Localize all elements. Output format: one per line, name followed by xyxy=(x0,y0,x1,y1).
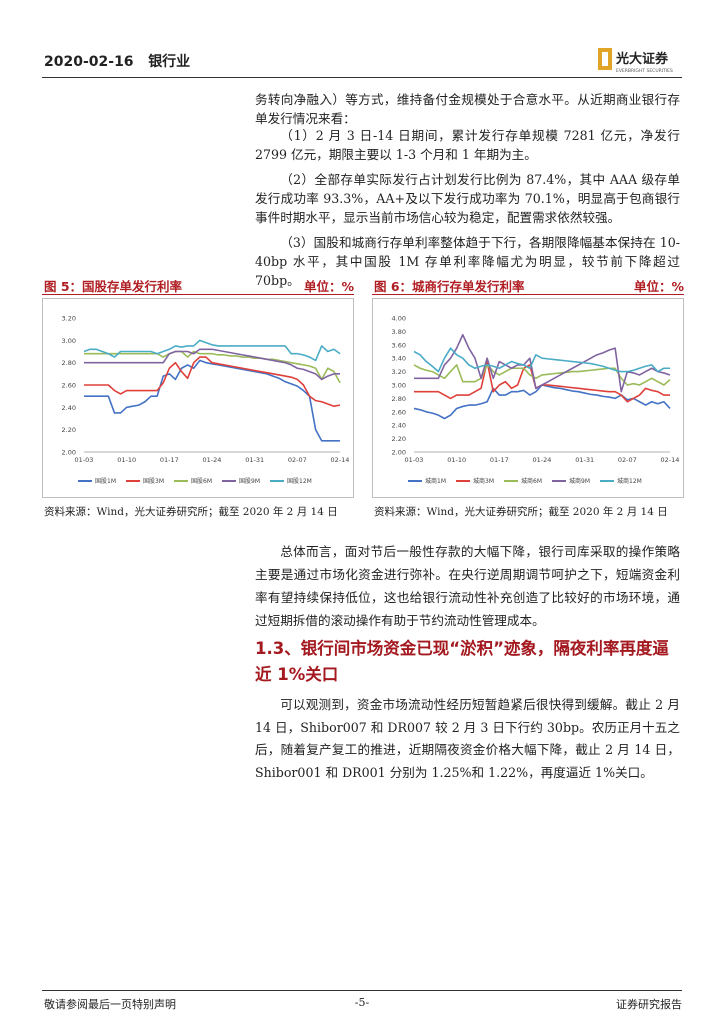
x-tick-label: 02-14 xyxy=(661,456,680,464)
paragraph: （2）全部存单实际发行占计划发行比例为 87.4%，其中 AAA 级存单发行成功… xyxy=(255,172,680,225)
chart: 2.00 2.20 2.40 2.60 2.80 3.00 3.20 3.40 3.60 3.80… xyxy=(372,298,684,498)
legend-label: 国股1M xyxy=(95,478,116,485)
figure-rule xyxy=(372,294,684,295)
logo: 光大证券 EVERBRIGHT SECURITIES xyxy=(598,48,673,74)
y-tick-label: 2.80 xyxy=(62,359,76,367)
figure-unit: 单位：% xyxy=(303,279,354,294)
footer-page: -5- xyxy=(354,996,370,1009)
series-line xyxy=(413,364,671,386)
x-tick-label: 01-10 xyxy=(117,456,136,464)
x-tick-label: 01-03 xyxy=(75,456,94,464)
series-line xyxy=(414,333,671,393)
y-tick-label: 3.00 xyxy=(62,337,76,345)
series-line xyxy=(84,356,341,408)
figure-source: 资料来源：Wind，光大证券研究所；截至 2020 年 2 月 14 日 xyxy=(44,506,338,518)
paragraph: （1）2 月 3 日-14 日期间，累计发行存单规模 7281 亿元，净发行 2… xyxy=(255,128,680,162)
y-tick-label: 2.60 xyxy=(392,408,406,416)
series-line xyxy=(84,350,341,384)
y-tick-label: 3.80 xyxy=(392,328,406,336)
y-tick-label: 3.40 xyxy=(392,355,406,363)
legend-label: 国股9M xyxy=(239,478,260,485)
legend-label: 城商3M xyxy=(473,477,494,485)
legend-label: 城商9M xyxy=(569,477,590,485)
figure-title: 图 5：国股存单发行利率 xyxy=(44,279,183,294)
header-left: 2020-02-16 银行业 xyxy=(44,51,190,71)
y-tick-label: 4.00 xyxy=(392,315,406,323)
x-tick-label: 01-17 xyxy=(490,456,509,464)
legend-label: 城商6M xyxy=(521,477,542,485)
y-tick-label: 2.00 xyxy=(392,449,406,457)
figure-unit: 单位：% xyxy=(633,279,684,294)
y-tick-label: 2.20 xyxy=(392,435,406,443)
series-line xyxy=(83,339,341,362)
y-tick-label: 3.20 xyxy=(62,315,76,323)
series-line xyxy=(84,348,340,381)
x-tick-label: 02-07 xyxy=(618,456,637,464)
x-tick-label: 01-24 xyxy=(533,456,552,464)
x-tick-label: 01-03 xyxy=(405,456,424,464)
logo-icon-inner xyxy=(602,52,608,66)
y-tick-label: 3.60 xyxy=(392,341,406,349)
x-tick-label: 01-24 xyxy=(203,456,222,464)
series-line xyxy=(413,347,670,373)
series-line xyxy=(413,384,671,420)
paragraph: 务转向净融入）等方式，维持备付金规模处于合意水平。从近期商业银行存单发行情况来看… xyxy=(255,92,680,126)
y-tick-label: 2.40 xyxy=(62,404,76,412)
logo-text: 光大证券 xyxy=(615,51,669,67)
paragraph: 可以观测到，资金市场流动性经历短暂趋紧后很快得到缓解。截止 2 月 14 日，S… xyxy=(255,697,680,780)
x-tick-label: 02-07 xyxy=(288,456,307,464)
y-tick-label: 2.80 xyxy=(392,395,406,403)
paragraph: 总体而言，面对节后一般性存款的大幅下降，银行司库采取的操作策略主要是通过市场化资… xyxy=(255,544,680,628)
x-tick-label: 01-10 xyxy=(447,456,466,464)
header-rule xyxy=(42,77,682,78)
chart-frame xyxy=(372,298,684,498)
series-line xyxy=(414,360,670,403)
y-tick-label: 3.20 xyxy=(392,368,406,376)
y-tick-label: 2.60 xyxy=(62,382,76,390)
x-tick-label: 01-31 xyxy=(245,456,264,464)
x-tick-label: 02-14 xyxy=(331,456,350,464)
footer-right: 证券研究报告 xyxy=(616,998,682,1011)
paragraph: （3）国股和城商行存单利率整体趋于下行，各期限降幅基本保持在 10-40bp 水… xyxy=(255,235,680,288)
y-tick-label: 3.00 xyxy=(392,382,406,390)
legend-label: 国股12M xyxy=(287,478,312,485)
x-tick-label: 01-31 xyxy=(575,456,594,464)
footer-left: 敬请参阅最后一页特别声明 xyxy=(44,998,176,1011)
header-date: 2020-02-16 xyxy=(44,54,134,70)
chart: 2.00 2.20 2.40 2.60 2.80 3.00 3.20 01-03 01-10 01… xyxy=(42,298,354,498)
figure-source: 资料来源：Wind，光大证券研究所；截至 2020 年 2 月 14 日 xyxy=(374,506,668,518)
legend-label: 城商12M xyxy=(617,477,642,485)
legend-label: 国股3M xyxy=(143,478,164,485)
y-tick-label: 2.40 xyxy=(392,422,406,430)
x-tick-label: 01-17 xyxy=(160,456,179,464)
series-line xyxy=(84,359,340,442)
y-tick-label: 2.00 xyxy=(62,449,76,457)
figure-title: 图 6：城商行存单发行利率 xyxy=(374,279,525,294)
legend-label: 城商1M xyxy=(425,477,446,485)
footer-rule xyxy=(42,990,682,991)
y-tick-label: 2.20 xyxy=(62,426,76,434)
section-heading: 1.3、银行间市场资金已现“淤积”迹象，隔夜利率再度逼近 1%关口 xyxy=(255,639,669,684)
chart-frame xyxy=(42,298,354,498)
logo-en: EVERBRIGHT SECURITIES xyxy=(616,68,673,74)
figure-rule xyxy=(42,294,354,295)
header-sector: 银行业 xyxy=(148,54,191,70)
legend-label: 国股6M xyxy=(191,478,212,485)
